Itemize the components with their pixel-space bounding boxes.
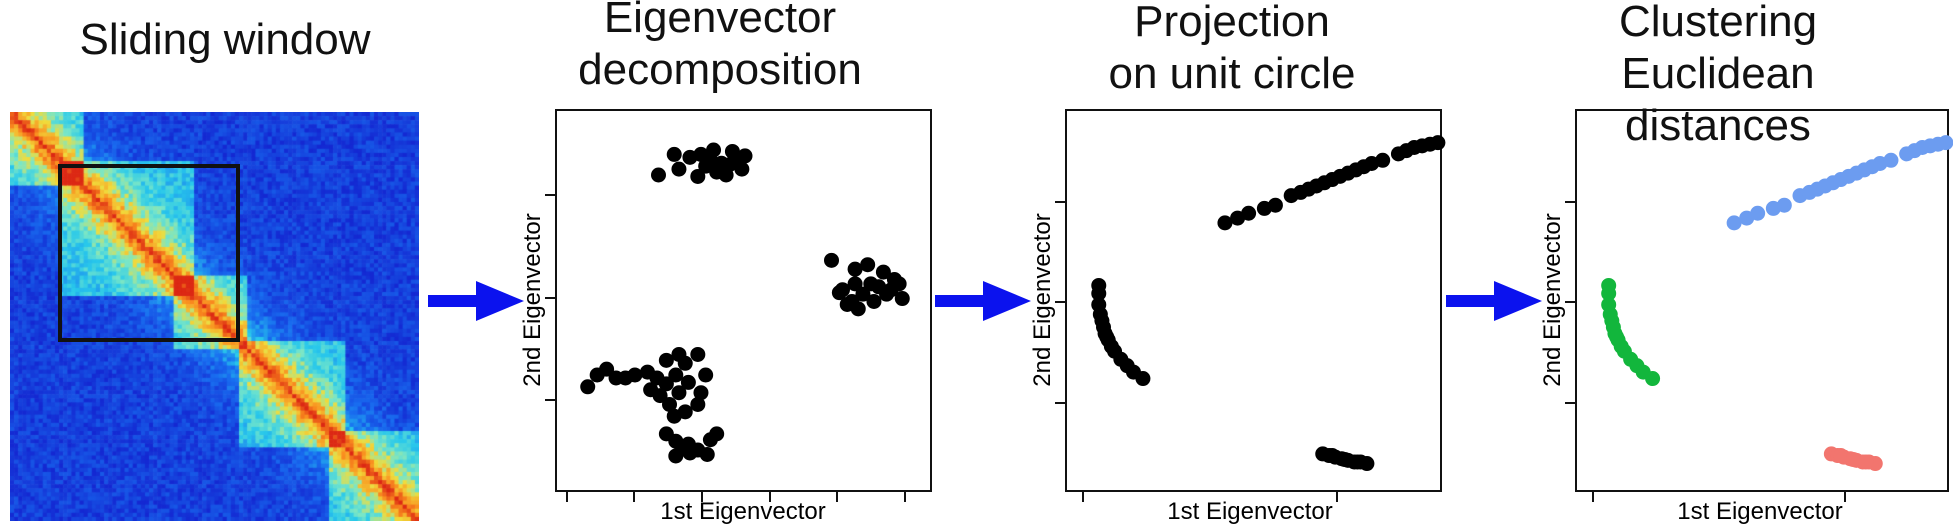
data-point — [1217, 215, 1233, 231]
data-point — [1099, 329, 1115, 345]
sliding-window-box — [58, 164, 240, 342]
data-point — [1726, 215, 1742, 231]
data-point — [668, 367, 684, 383]
data-point — [680, 374, 696, 390]
data-point — [668, 448, 684, 464]
plot-frame — [555, 109, 932, 492]
data-point — [847, 261, 863, 277]
data-point — [891, 276, 907, 292]
data-point — [658, 352, 674, 368]
data-point — [831, 285, 847, 301]
title-eigenvector-decomposition: Eigenvector decomposition — [578, 0, 862, 94]
data-point — [627, 367, 643, 383]
data-point — [693, 385, 709, 401]
data-point — [718, 167, 734, 183]
data-point — [860, 257, 876, 273]
right-arrow-icon — [428, 281, 524, 321]
data-point — [737, 148, 753, 164]
data-point — [690, 346, 706, 362]
data-point — [1337, 452, 1353, 468]
data-point — [863, 276, 879, 292]
data-point — [1430, 135, 1446, 151]
data-point — [698, 158, 714, 174]
data-point — [839, 296, 855, 312]
data-point — [824, 252, 839, 268]
axis-ticks — [1565, 201, 1846, 502]
data-point — [599, 361, 615, 377]
data-point — [1845, 452, 1861, 468]
data-point — [671, 385, 687, 401]
data-point — [580, 379, 596, 395]
right-arrow-icon — [935, 281, 1031, 321]
panel-clustering: 1st Eigenvector 2nd Eigenvector — [1539, 109, 1953, 524]
heatmap-canvas — [10, 112, 419, 521]
data-point — [1241, 205, 1257, 221]
data-point — [690, 168, 706, 184]
data-point — [1349, 454, 1365, 470]
data-point — [699, 446, 715, 462]
data-point — [666, 146, 682, 162]
scatter-points — [1091, 135, 1446, 472]
plot-frame — [1065, 109, 1442, 492]
data-point — [677, 404, 693, 420]
data-point — [1091, 277, 1107, 293]
data-point — [680, 436, 696, 452]
data-point — [894, 291, 910, 307]
data-point — [1858, 454, 1874, 470]
data-point — [709, 426, 725, 442]
y-axis-label: 2nd Eigenvector — [1029, 213, 1056, 386]
y-axis-label: 2nd Eigenvector — [519, 213, 546, 386]
data-point — [1776, 197, 1792, 213]
data-point — [671, 161, 687, 177]
right-arrow-icon — [1446, 281, 1542, 321]
title-projection-unit-circle: Projection on unit circle — [1108, 0, 1356, 98]
panel-projection-unit-circle: 1st Eigenvector 2nd Eigenvector — [1029, 109, 1446, 524]
data-point — [658, 376, 674, 392]
data-point — [677, 355, 693, 371]
data-point — [1135, 371, 1151, 387]
data-point — [1645, 371, 1661, 387]
contact-heatmap — [10, 112, 419, 521]
data-point — [1267, 197, 1283, 213]
data-point — [1750, 205, 1766, 221]
data-point — [847, 276, 863, 292]
axis-ticks — [545, 194, 906, 502]
data-point — [698, 367, 714, 383]
plot-frame — [1575, 109, 1949, 492]
data-point — [651, 167, 666, 183]
data-point — [875, 264, 891, 280]
data-point — [662, 396, 678, 412]
data-point — [1883, 152, 1899, 168]
data-point — [690, 396, 706, 412]
title-sliding-window: Sliding window — [79, 15, 371, 64]
data-point — [1324, 448, 1340, 464]
panel-eigenvector-decomposition: 1st Eigenvector 2nd Eigenvector — [519, 109, 932, 524]
scatter-points — [1601, 135, 1953, 472]
data-point — [866, 294, 882, 309]
data-point — [734, 161, 750, 177]
data-point — [1833, 448, 1849, 464]
data-point — [1938, 135, 1953, 151]
y-axis-label: 2nd Eigenvector — [1539, 213, 1566, 386]
data-point — [724, 143, 740, 159]
data-point — [652, 388, 668, 404]
scatter-points — [580, 142, 910, 464]
x-axis-label: 1st Eigenvector — [660, 498, 825, 524]
data-point — [855, 286, 871, 302]
axis-ticks — [1055, 201, 1338, 502]
data-point — [706, 142, 722, 158]
data-point — [1609, 329, 1625, 345]
data-point — [1601, 277, 1617, 293]
data-point — [1375, 152, 1391, 168]
x-axis-label: 1st Eigenvector — [1677, 498, 1842, 524]
x-axis-label: 1st Eigenvector — [1167, 498, 1332, 524]
